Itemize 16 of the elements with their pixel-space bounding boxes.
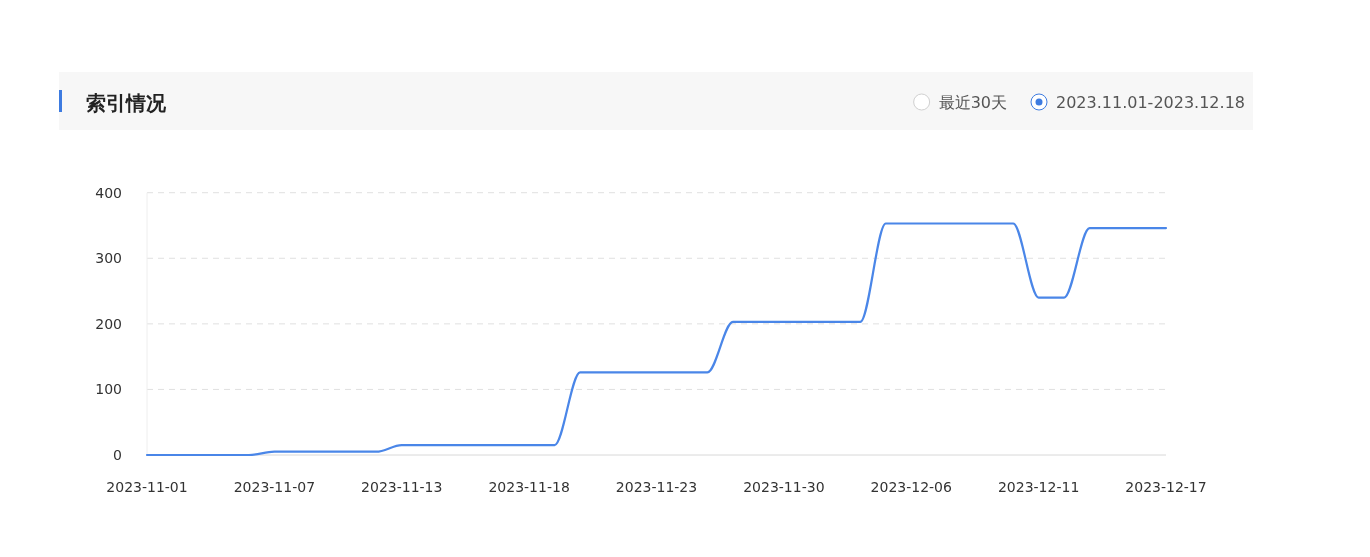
x-tick-label: 2023-11-07 xyxy=(233,479,316,495)
x-tick-label: 2023-12-17 xyxy=(1125,479,1207,495)
x-tick-label: 2023-11-13 xyxy=(361,479,443,495)
x-tick-label: 2023-12-06 xyxy=(870,479,953,495)
y-tick-label: 0 xyxy=(113,447,122,463)
y-tick-label: 100 xyxy=(95,381,122,398)
y-tick-label: 300 xyxy=(95,250,122,267)
x-tick-label: 2023-11-23 xyxy=(615,479,698,495)
x-tick-label: 2023-11-01 xyxy=(106,479,188,495)
y-tick-label: 200 xyxy=(95,315,122,332)
y-tick-label: 400 xyxy=(95,184,122,201)
x-tick-label: 2023-12-11 xyxy=(997,479,1080,495)
x-tick-label: 2023-11-30 xyxy=(743,479,825,495)
header: 索引情况 最近30天 2023.11.01-2023.12.18 xyxy=(59,72,1253,130)
x-tick-label: 2023-11-18 xyxy=(488,479,570,495)
chart-title: 索引情况 xyxy=(86,91,167,115)
